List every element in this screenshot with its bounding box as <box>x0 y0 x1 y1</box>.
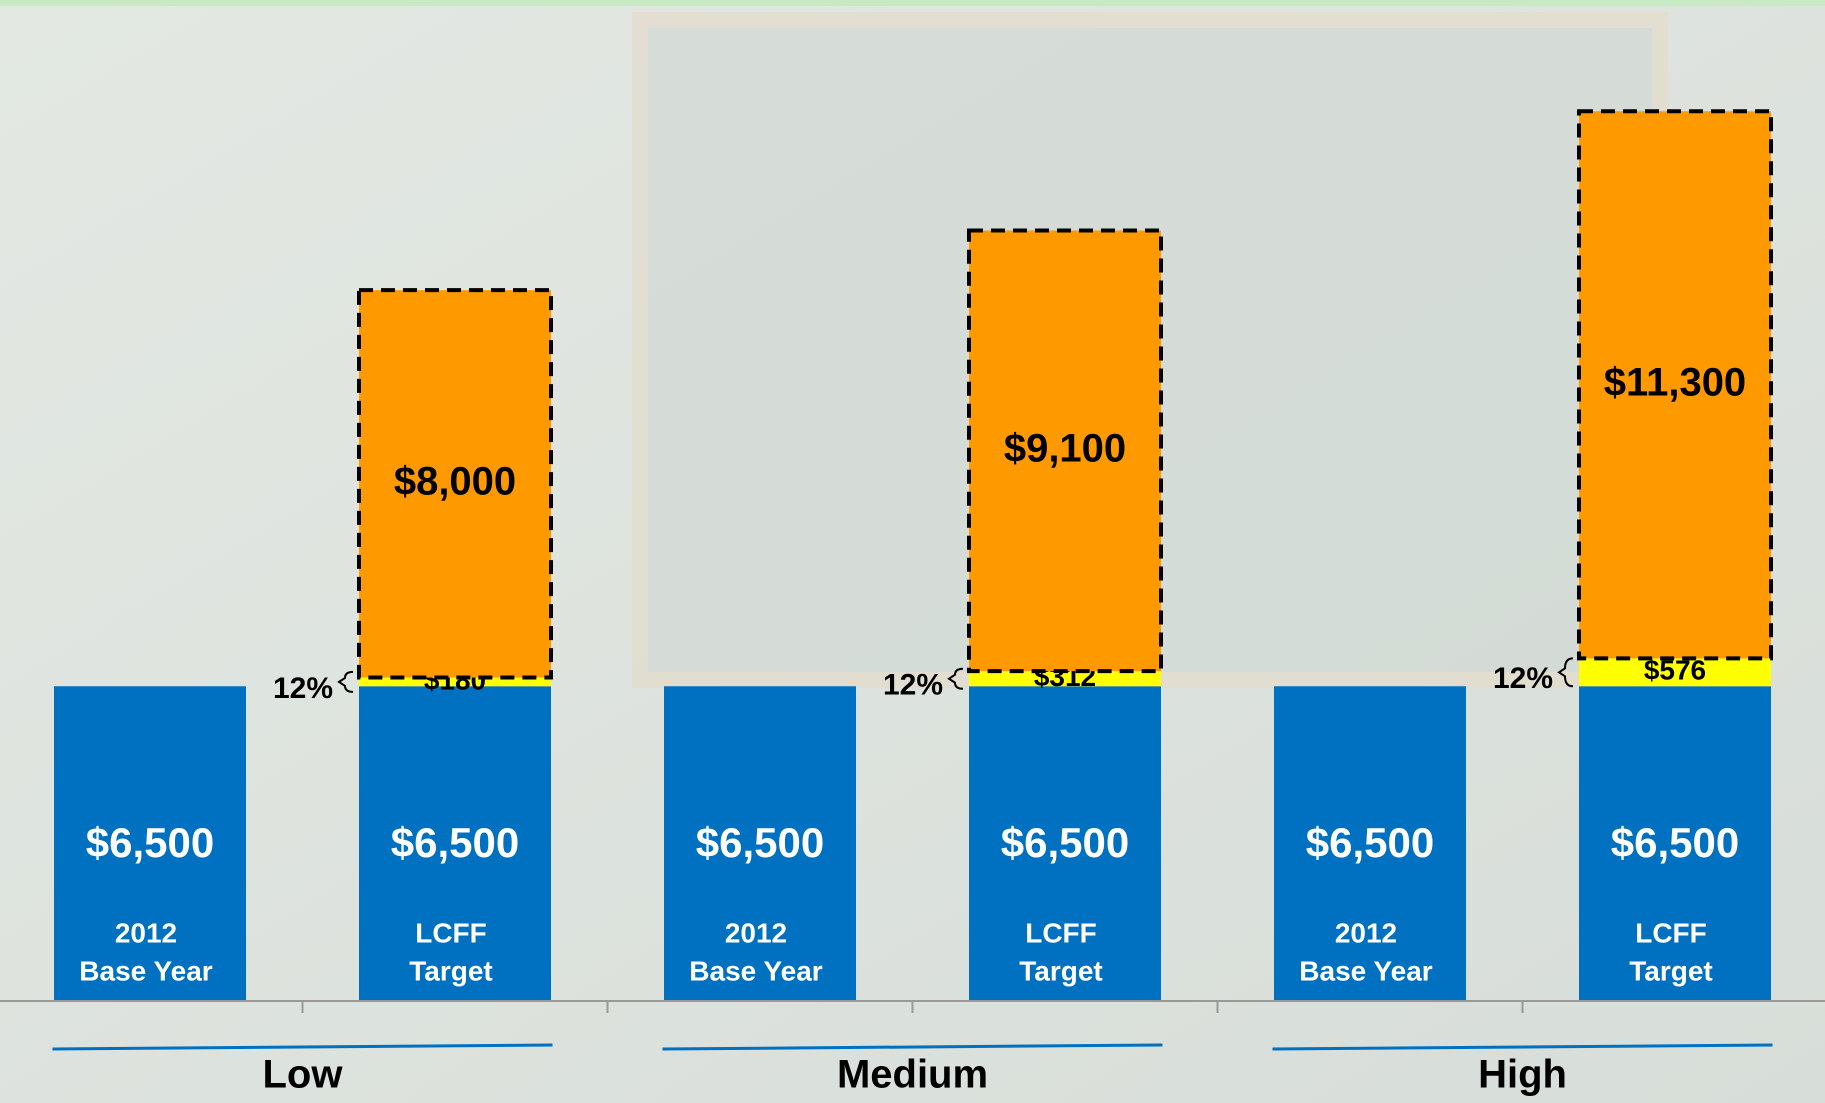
x-tick-label: Target <box>1629 955 1713 986</box>
bar-segment <box>359 677 551 687</box>
data-label: $576 <box>1644 655 1706 686</box>
brace <box>947 667 964 690</box>
data-label: $6,500 <box>391 819 519 866</box>
x-tick-label: LCFF <box>1025 917 1097 948</box>
bar-segment <box>1274 686 1466 1001</box>
bar-segment <box>967 228 1163 674</box>
data-label: $6,500 <box>86 819 214 866</box>
brace <box>1557 657 1574 688</box>
group-label: Low <box>263 1053 344 1097</box>
data-label: $6,500 <box>1611 819 1739 866</box>
brace <box>337 670 354 693</box>
x-tick-label: 2012 <box>725 917 787 948</box>
x-tick-label: LCFF <box>1635 917 1707 948</box>
data-label: $8,000 <box>394 459 516 503</box>
annotation: 12% <box>1493 662 1553 695</box>
data-label: $6,500 <box>1306 819 1434 866</box>
annotation: 12% <box>273 672 333 705</box>
bar-segment <box>969 686 1161 1001</box>
bar-segment <box>359 686 551 1001</box>
group-label: High <box>1478 1053 1567 1097</box>
x-tick-label: Target <box>409 955 493 986</box>
group-underline <box>662 1043 1163 1051</box>
group-underline <box>1272 1043 1773 1051</box>
data-label: $6,500 <box>1001 819 1129 866</box>
group-label: Medium <box>837 1053 988 1097</box>
x-tick-label: LCFF <box>415 917 487 948</box>
x-tick-label: 2012 <box>1335 917 1397 948</box>
data-label: $11,300 <box>1604 360 1746 404</box>
x-tick-label: 2012 <box>115 917 177 948</box>
bar-segment <box>969 671 1161 687</box>
x-tick-label: Base Year <box>1299 955 1432 986</box>
top-border <box>0 0 1825 6</box>
bar-segment <box>357 288 553 680</box>
bar-segment <box>54 686 246 1001</box>
group-underline <box>52 1043 553 1051</box>
bar-segment <box>1579 658 1771 687</box>
x-tick-label: Target <box>1019 955 1103 986</box>
x-tick-label: Base Year <box>689 955 822 986</box>
data-label: $6,500 <box>696 819 824 866</box>
annotation: 12% <box>883 669 943 702</box>
bar-segment <box>1579 686 1771 1001</box>
bar-segment <box>1577 109 1773 661</box>
data-label: $9,100 <box>1004 426 1126 470</box>
x-tick-label: Base Year <box>79 955 212 986</box>
bar-segment <box>664 686 856 1001</box>
